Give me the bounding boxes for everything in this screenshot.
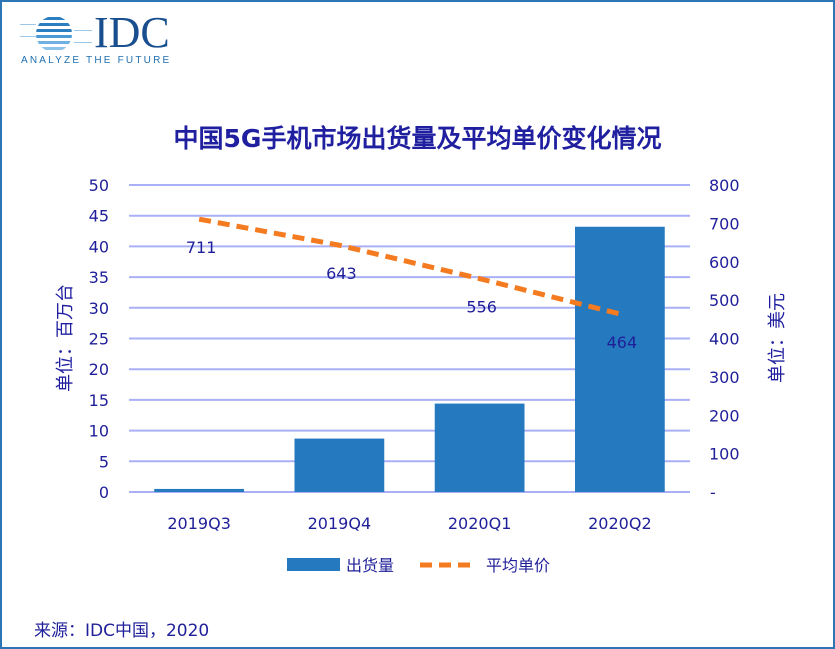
legend-bar-swatch	[287, 558, 340, 571]
y-right-tick-label: 600	[709, 253, 740, 272]
y-tick-label: 50	[89, 176, 109, 195]
x-tick-label: 2020Q1	[448, 514, 512, 533]
data-label: 464	[607, 333, 638, 352]
y-right-tick-label: 700	[709, 214, 740, 233]
y-tick-label: 40	[89, 237, 109, 256]
y-right-tick-label: 400	[709, 330, 740, 349]
y-right-tick-label: 300	[709, 368, 740, 387]
chart-title: 中国5G手机市场出货量及平均单价变化情况	[173, 124, 662, 153]
y-right-tick-label: 100	[709, 445, 740, 464]
y-tick-label: 5	[99, 452, 109, 471]
idc-logo-icon	[20, 17, 92, 50]
legend-bar-label: 出货量	[346, 556, 394, 575]
y-right-tick-label: 200	[709, 406, 740, 425]
y-right-axis-label: 单位：美元	[767, 293, 788, 383]
y-tick-label: 15	[89, 391, 109, 410]
legend-line-label: 平均单价	[486, 556, 550, 575]
y-tick-label: 10	[89, 422, 109, 441]
chart-area: 0 5 10 15 20 25 30 35 40 45 50 - 100 200 300 400 500 600 7…	[55, 176, 788, 575]
y-tick-label: 30	[89, 299, 109, 318]
x-tick-label: 2020Q2	[588, 514, 652, 533]
y-right-tick-label: 800	[709, 176, 740, 195]
price-line	[198, 216, 621, 317]
y-right-tick-label: 500	[709, 291, 740, 310]
y-tick-label: 20	[89, 360, 109, 379]
data-label: 556	[466, 298, 497, 317]
bar	[574, 226, 665, 492]
y-tick-label: 45	[89, 207, 109, 226]
x-tick-label: 2019Q4	[308, 514, 372, 533]
x-tick-label: 2019Q3	[167, 514, 231, 533]
data-label: 711	[186, 238, 217, 257]
y-tick-label: 35	[89, 268, 109, 287]
source-note: 来源：IDC中国，2020	[34, 621, 210, 641]
y-right-tick-label: -	[710, 483, 716, 502]
logo-tagline: ANALYZE THE FUTURE	[21, 55, 172, 66]
bar	[154, 488, 245, 492]
bar	[294, 438, 385, 492]
y-axis-label: 单位：百万台	[55, 284, 76, 392]
bar	[434, 403, 525, 492]
y-tick-label: 25	[89, 330, 109, 349]
y-tick-label: 0	[99, 483, 109, 502]
logo-name: IDC	[94, 8, 170, 57]
data-label: 643	[326, 264, 357, 283]
